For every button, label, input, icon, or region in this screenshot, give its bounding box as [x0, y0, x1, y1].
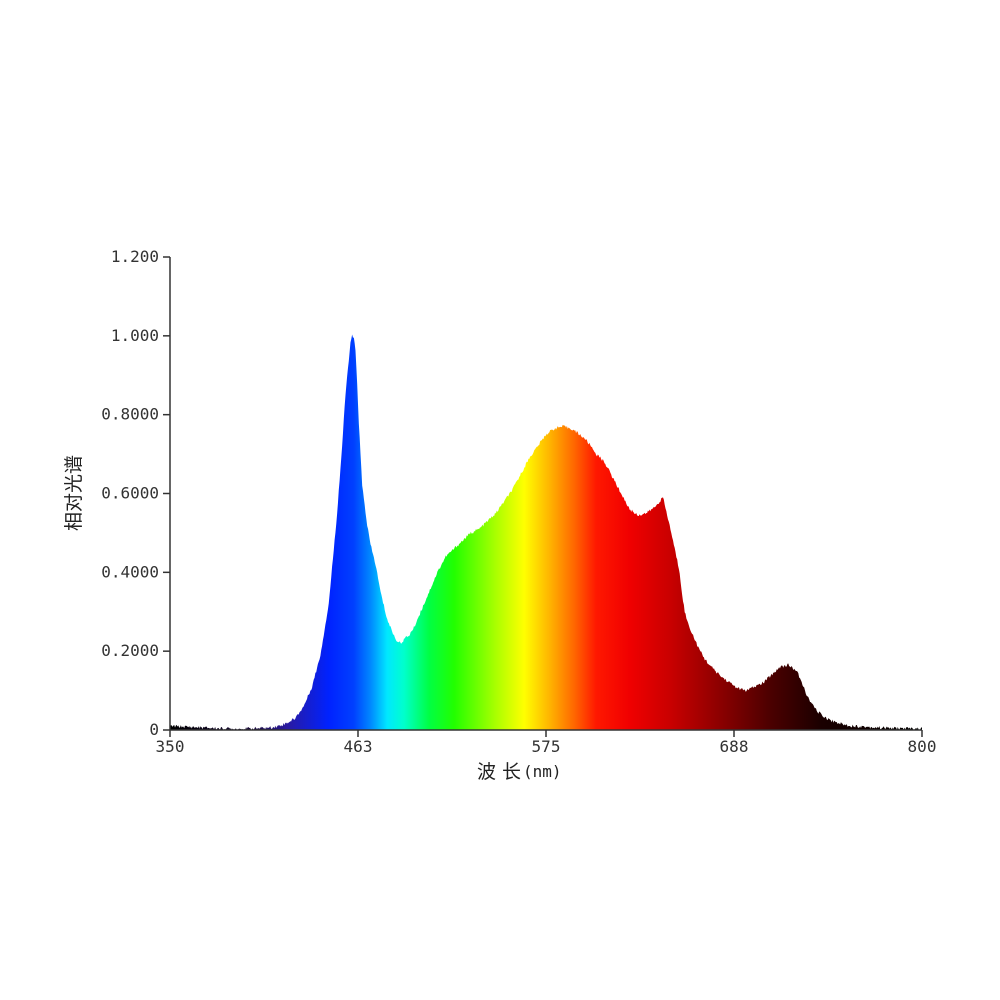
y-tick-label: 0.4000 [101, 562, 159, 581]
x-tick-label: 800 [908, 737, 937, 756]
y-ticks: 0 0.2000 0.4000 0.6000 0.8000 1.000 1.200 [101, 247, 170, 739]
x-tick-label: 463 [344, 737, 373, 756]
y-tick-label: 0.2000 [101, 641, 159, 660]
x-tick-label: 350 [156, 737, 185, 756]
x-ticks: 350 463 575 688 800 [156, 730, 937, 756]
y-tick-label: 0.8000 [101, 405, 159, 424]
y-tick-label: 1.200 [111, 247, 159, 266]
x-axis-unit: (nm) [523, 762, 562, 781]
spectrum-area [170, 334, 922, 730]
y-tick-label: 0.6000 [101, 484, 159, 503]
x-axis-title: 波 长 [477, 761, 521, 783]
y-axis-title: 相对光谱 [63, 455, 85, 531]
x-tick-label: 688 [720, 737, 749, 756]
y-tick-label: 1.000 [111, 326, 159, 345]
x-tick-label: 575 [532, 737, 561, 756]
y-tick-label: 0 [149, 720, 159, 739]
